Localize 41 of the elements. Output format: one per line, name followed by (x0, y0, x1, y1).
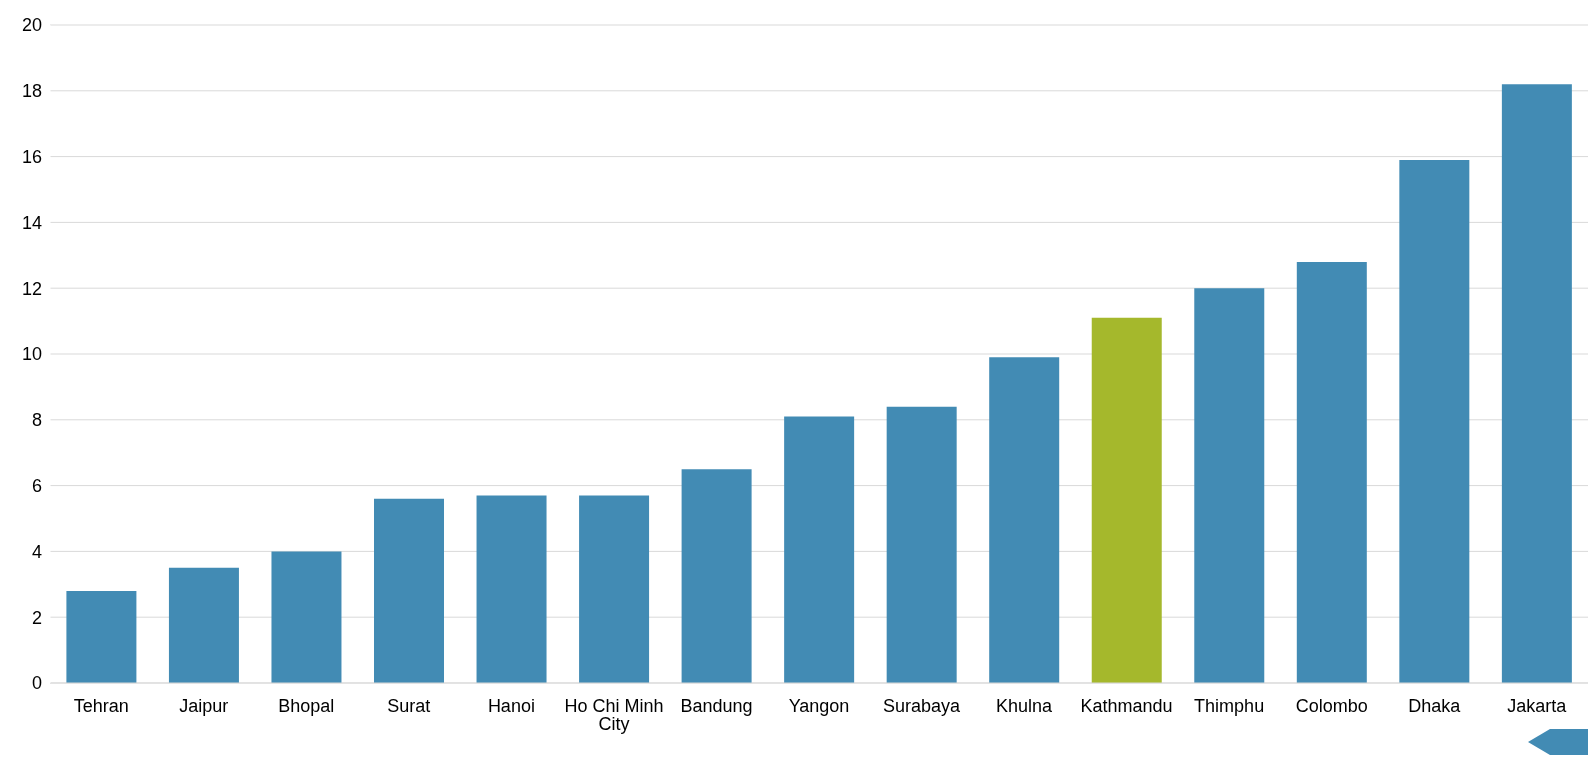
bar (271, 551, 342, 683)
bar (886, 406, 957, 683)
x-tick-label: Bhopal (278, 695, 335, 716)
bar (374, 498, 445, 683)
bar (168, 567, 239, 683)
bar (1296, 261, 1367, 683)
x-tick-label: Hanoi (487, 695, 535, 716)
x-tick-label: Ho Chi Minh City (564, 695, 664, 734)
x-tick-label: Jakarta (1507, 695, 1568, 716)
y-tick-label: 6 (31, 475, 42, 496)
bar (1091, 317, 1162, 683)
bar (579, 495, 650, 683)
y-tick-label: 10 (21, 344, 42, 365)
bar (66, 590, 137, 683)
x-tick-label: Surabaya (883, 695, 962, 716)
bar (1501, 84, 1572, 683)
bar (784, 416, 855, 683)
bar (1194, 288, 1265, 683)
bar (476, 495, 547, 683)
x-tick-label: Bandung (680, 695, 753, 716)
y-tick-label: 16 (21, 146, 42, 167)
y-tick-label: 0 (31, 673, 42, 694)
bar (1399, 159, 1470, 683)
x-tick-label: Khulna (996, 695, 1054, 716)
y-tick-label: 12 (21, 278, 42, 299)
x-tick-label: Jaipur (179, 695, 229, 716)
x-tick-label: Dhaka (1408, 695, 1462, 716)
x-tick-label: Surat (387, 695, 431, 716)
x-tick-label: Yangon (788, 695, 850, 716)
y-tick-label: 18 (21, 81, 42, 102)
y-tick-label: 20 (21, 15, 42, 36)
x-tick-label: Thimphu (1194, 695, 1265, 716)
bar (681, 469, 752, 683)
y-tick-label: 8 (31, 410, 42, 431)
x-tick-label: Colombo (1295, 695, 1368, 716)
y-tick-label: 2 (31, 607, 42, 628)
y-tick-label: 14 (21, 212, 42, 233)
x-tick-label: Kathmandu (1080, 695, 1173, 716)
bar (989, 357, 1060, 683)
y-tick-label: 4 (31, 541, 42, 562)
x-tick-label: Tehran (73, 695, 129, 716)
